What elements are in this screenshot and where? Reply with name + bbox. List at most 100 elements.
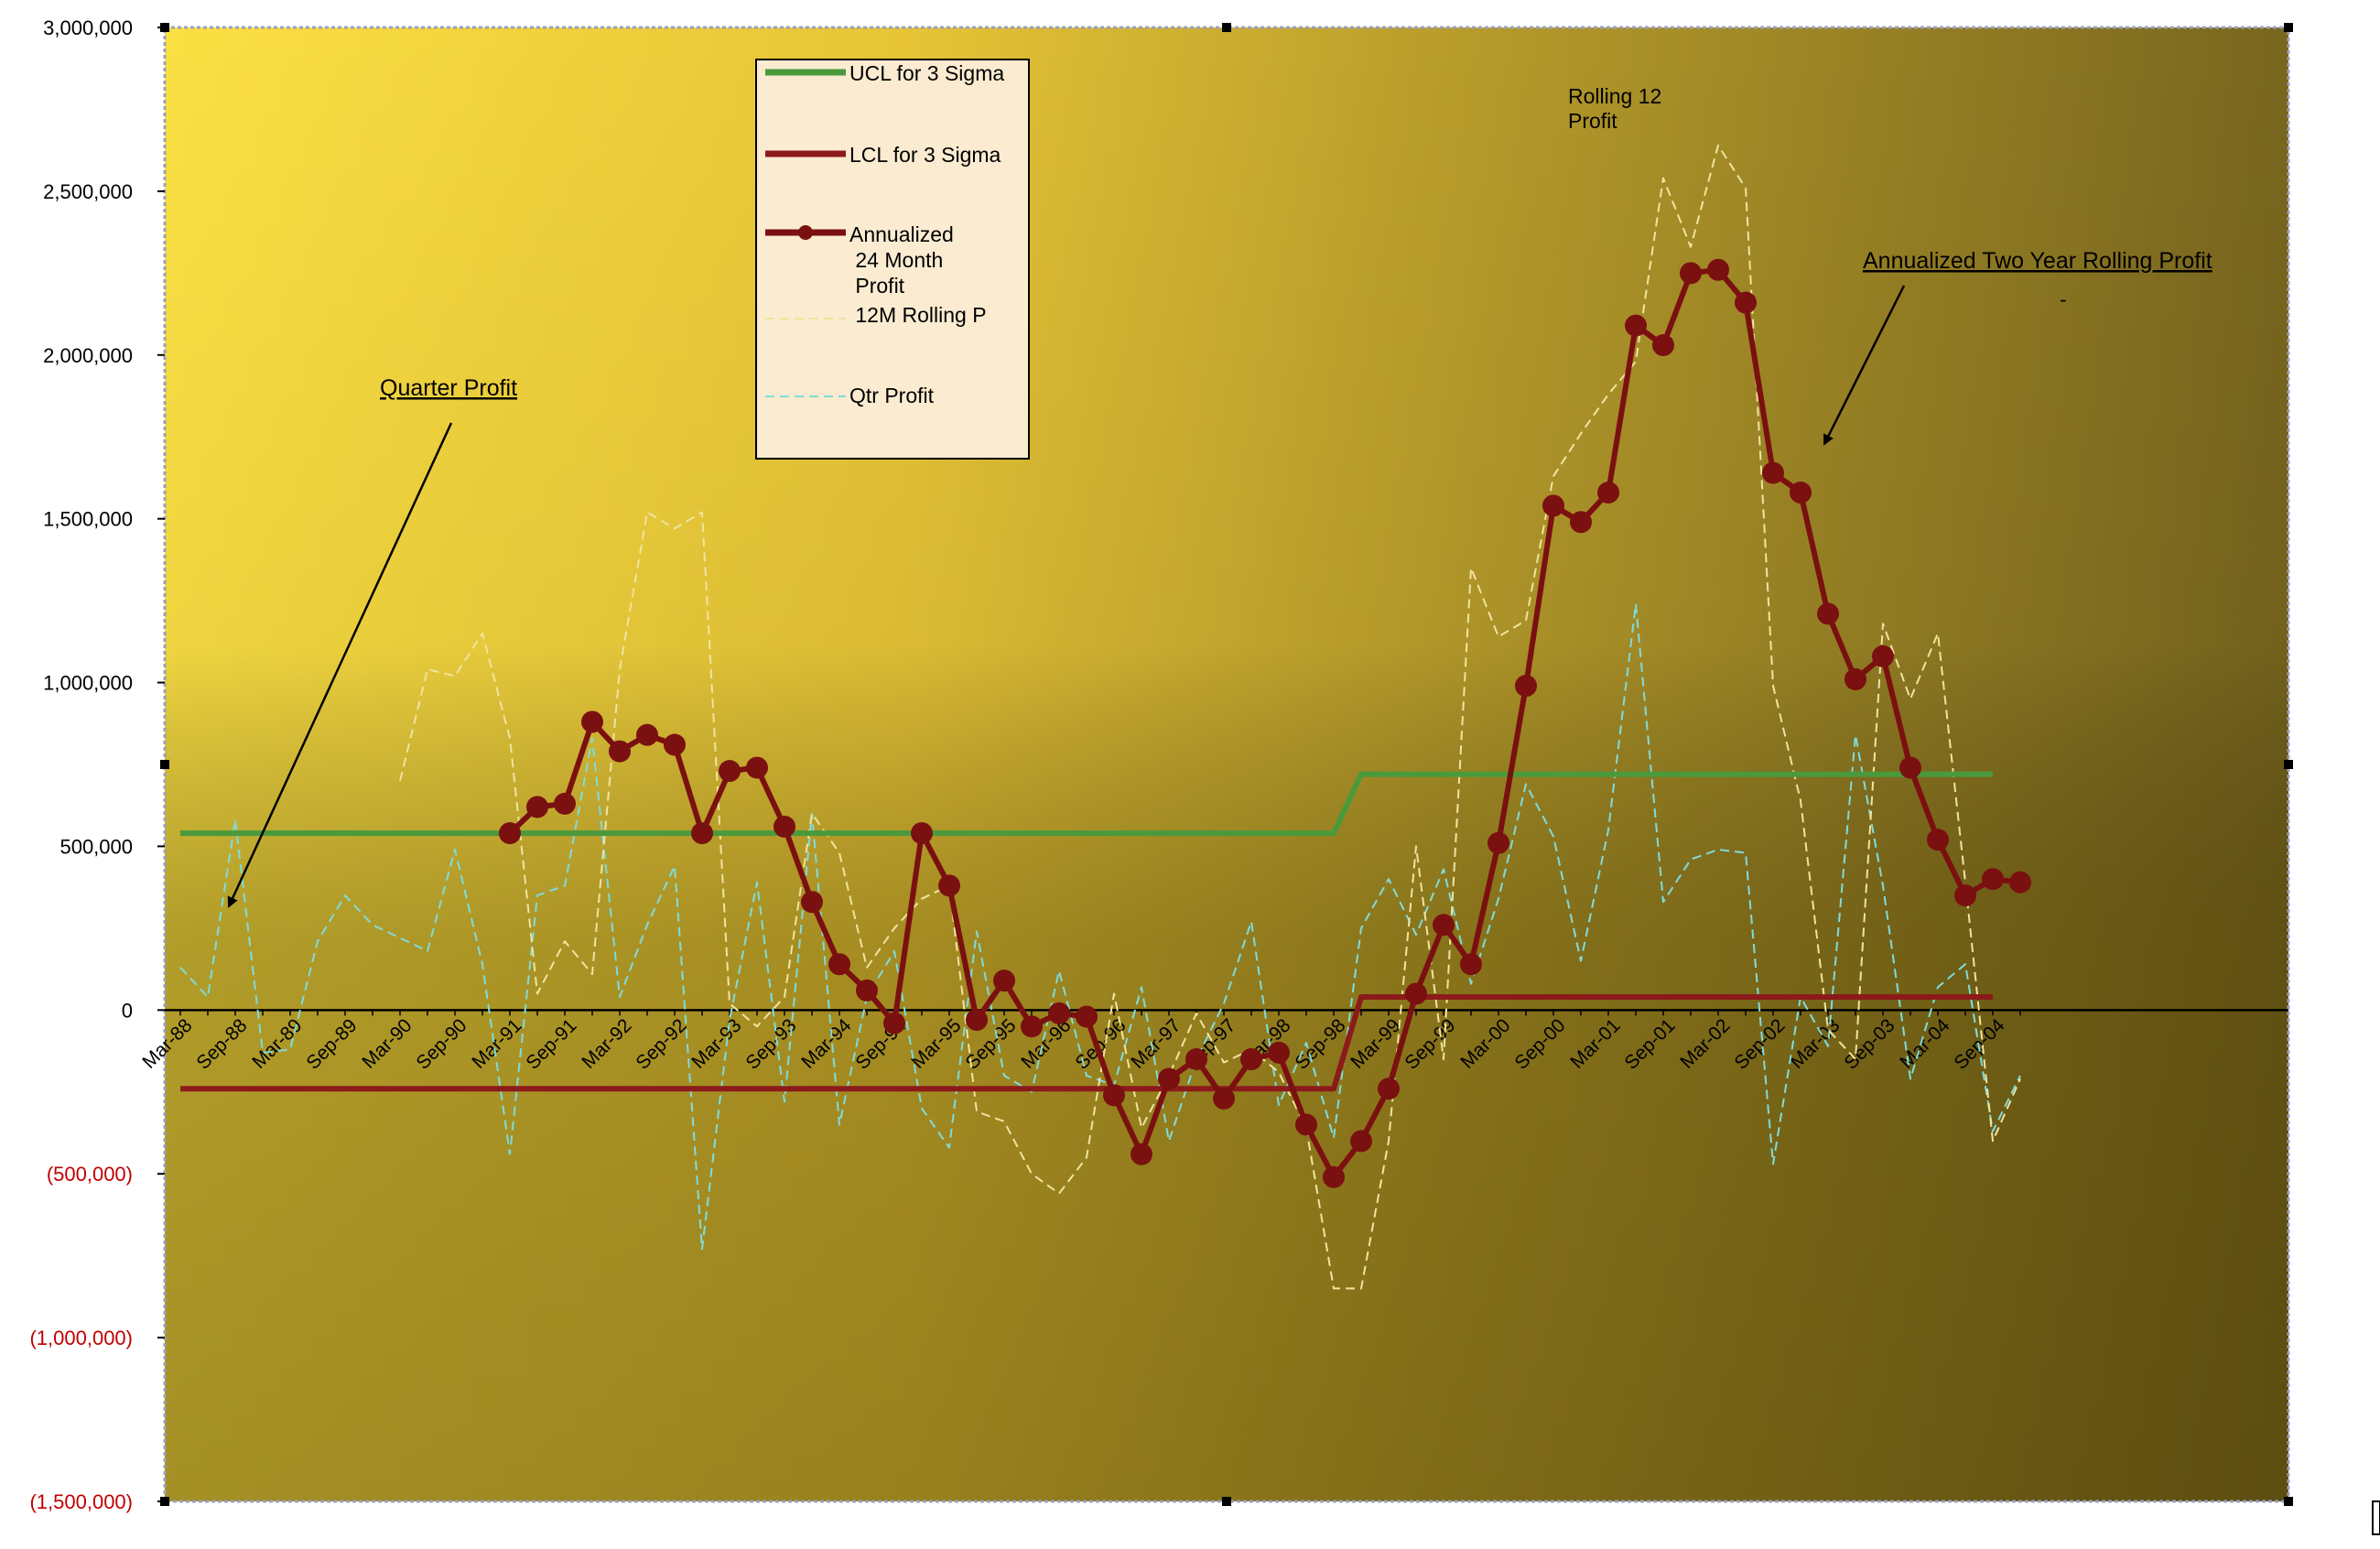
data-point-annualized-24-month-profit bbox=[1021, 1015, 1043, 1038]
data-point-annualized-24-month-profit bbox=[664, 733, 686, 756]
legend-label-annualized: Annualized 24 Month Profit bbox=[849, 222, 954, 298]
y-tick-label: 1,500,000 bbox=[43, 508, 133, 531]
data-point-annualized-24-month-profit bbox=[2009, 871, 2031, 894]
resize-handle-ml[interactable] bbox=[160, 760, 169, 769]
plot-shading bbox=[165, 27, 2288, 1501]
data-point-annualized-24-month-profit bbox=[1158, 1067, 1180, 1090]
legend: UCL for 3 Sigma LCL for 3 Sigma Annualiz… bbox=[755, 59, 1030, 460]
data-point-annualized-24-month-profit bbox=[1790, 482, 1812, 504]
data-point-annualized-24-month-profit bbox=[1433, 914, 1455, 937]
legend-label-ucl: UCL for 3 Sigma bbox=[849, 61, 1004, 85]
data-point-annualized-24-month-profit bbox=[526, 796, 548, 818]
y-tick-label: (500,000) bbox=[47, 1163, 133, 1186]
y-tick-label: 500,000 bbox=[60, 835, 133, 858]
data-point-annualized-24-month-profit bbox=[1378, 1078, 1400, 1100]
data-point-annualized-24-month-profit bbox=[801, 891, 823, 914]
marker-layer bbox=[499, 258, 2031, 1188]
annotation-dash: - bbox=[2060, 287, 2067, 311]
y-tick-label: (1,000,000) bbox=[29, 1327, 133, 1349]
data-point-annualized-24-month-profit bbox=[1268, 1041, 1290, 1064]
data-point-annualized-24-month-profit bbox=[554, 792, 576, 815]
data-point-annualized-24-month-profit bbox=[1213, 1087, 1235, 1110]
y-tick-label: 0 bbox=[122, 999, 133, 1022]
data-point-annualized-24-month-profit bbox=[1625, 314, 1647, 337]
series-line-12m-rolling-p bbox=[399, 144, 2021, 1290]
data-point-annualized-24-month-profit bbox=[1652, 334, 1674, 357]
data-point-annualized-24-month-profit bbox=[1844, 667, 1866, 690]
data-point-annualized-24-month-profit bbox=[774, 815, 795, 838]
legend-marker-annualized bbox=[798, 225, 813, 240]
legend-label-rolling: 12M Rolling P bbox=[849, 303, 987, 327]
data-point-annualized-24-month-profit bbox=[1405, 982, 1427, 1005]
data-point-annualized-24-month-profit bbox=[828, 953, 850, 976]
plot-area bbox=[163, 26, 2290, 1503]
data-point-annualized-24-month-profit bbox=[1707, 258, 1729, 281]
annotation-quarter-profit-arrow bbox=[227, 422, 453, 908]
data-point-annualized-24-month-profit bbox=[1240, 1048, 1262, 1070]
data-point-annualized-24-month-profit bbox=[1323, 1165, 1345, 1188]
data-point-annualized-24-month-profit bbox=[609, 740, 631, 763]
data-point-annualized-24-month-profit bbox=[938, 874, 960, 897]
y-tick-label: 2,000,000 bbox=[43, 344, 133, 367]
data-point-annualized-24-month-profit bbox=[1185, 1048, 1207, 1070]
y-tick-label: 1,000,000 bbox=[43, 672, 133, 695]
series-line-ucl-for-3-sigma bbox=[180, 771, 1993, 837]
sheet-corner-handle[interactable] bbox=[2372, 1500, 2380, 1535]
data-point-annualized-24-month-profit bbox=[1542, 494, 1564, 517]
resize-handle-tr[interactable] bbox=[2284, 23, 2293, 32]
data-point-annualized-24-month-profit bbox=[1954, 884, 1976, 907]
data-point-annualized-24-month-profit bbox=[1515, 675, 1537, 698]
data-point-annualized-24-month-profit bbox=[1295, 1113, 1317, 1136]
annotation-rolling-12: Rolling 12 Profit bbox=[1568, 84, 1661, 133]
data-point-annualized-24-month-profit bbox=[1899, 756, 1921, 779]
legend-label-qtr: Qtr Profit bbox=[849, 384, 935, 407]
data-point-annualized-24-month-profit bbox=[993, 969, 1015, 992]
resize-handle-tm[interactable] bbox=[1222, 23, 1231, 32]
data-point-annualized-24-month-profit bbox=[883, 1012, 905, 1034]
data-point-annualized-24-month-profit bbox=[1817, 602, 1839, 625]
data-point-annualized-24-month-profit bbox=[1350, 1130, 1372, 1153]
legend-box bbox=[755, 59, 1030, 460]
resize-handle-tl[interactable] bbox=[160, 23, 169, 32]
data-point-annualized-24-month-profit bbox=[1762, 461, 1784, 484]
annotation-annualized-two-year: Annualized Two Year Rolling Profit bbox=[1863, 248, 2212, 274]
data-point-annualized-24-month-profit bbox=[856, 979, 878, 1002]
data-point-annualized-24-month-profit bbox=[911, 822, 933, 845]
data-point-annualized-24-month-profit bbox=[499, 822, 521, 845]
data-point-annualized-24-month-profit bbox=[1130, 1143, 1152, 1165]
data-point-annualized-24-month-profit bbox=[1460, 953, 1482, 976]
data-point-annualized-24-month-profit bbox=[1982, 868, 2004, 891]
annotations: Quarter Profit Rolling 12 Profit Annualiz… bbox=[227, 84, 2212, 908]
resize-handle-br[interactable] bbox=[2284, 1497, 2293, 1506]
annotation-annualized-arrow bbox=[1823, 285, 1906, 446]
annotation-quarter-profit: Quarter Profit bbox=[380, 375, 517, 401]
data-point-annualized-24-month-profit bbox=[1597, 482, 1619, 504]
data-point-annualized-24-month-profit bbox=[966, 1009, 988, 1032]
data-point-annualized-24-month-profit bbox=[1680, 262, 1702, 285]
data-point-annualized-24-month-profit bbox=[1488, 831, 1509, 854]
data-point-annualized-24-month-profit bbox=[1735, 291, 1757, 314]
data-point-annualized-24-month-profit bbox=[636, 723, 658, 746]
data-point-annualized-24-month-profit bbox=[1570, 511, 1592, 534]
data-point-annualized-24-month-profit bbox=[719, 760, 741, 783]
y-tick-label: (1,500,000) bbox=[29, 1490, 133, 1513]
data-point-annualized-24-month-profit bbox=[1872, 645, 1894, 667]
y-tick-label: 2,500,000 bbox=[43, 180, 133, 203]
series-line-lcl-for-3-sigma bbox=[180, 994, 1993, 1092]
resize-handle-bm[interactable] bbox=[1222, 1497, 1231, 1506]
data-point-annualized-24-month-profit bbox=[581, 710, 603, 733]
data-point-annualized-24-month-profit bbox=[1076, 1005, 1098, 1028]
data-point-annualized-24-month-profit bbox=[1103, 1084, 1125, 1107]
data-point-annualized-24-month-profit bbox=[1927, 829, 1949, 851]
resize-handle-bl[interactable] bbox=[160, 1497, 169, 1506]
data-point-annualized-24-month-profit bbox=[691, 822, 713, 845]
plot-handles[interactable] bbox=[160, 23, 2380, 1535]
y-tick-label: 3,000,000 bbox=[43, 16, 133, 39]
legend-label-lcl: LCL for 3 Sigma bbox=[849, 143, 1001, 167]
data-point-annualized-24-month-profit bbox=[1048, 1002, 1070, 1024]
y-axis: 3,000,000 2,500,000 2,000,000 1,500,000 1,00… bbox=[29, 16, 165, 1513]
resize-handle-mr[interactable] bbox=[2284, 760, 2293, 769]
data-point-annualized-24-month-profit bbox=[746, 756, 768, 779]
